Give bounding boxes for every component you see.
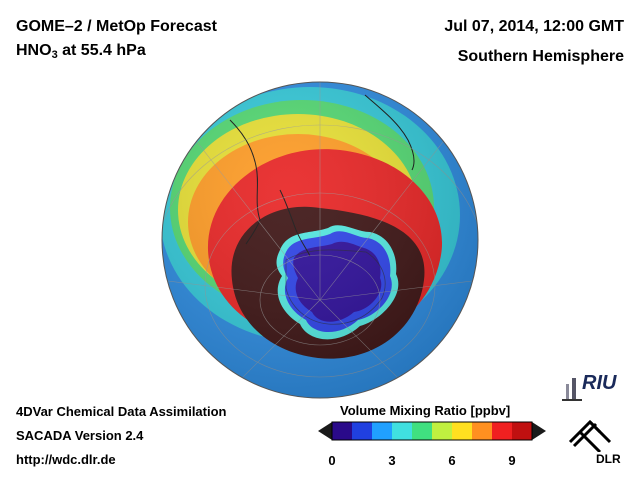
colorbar-high-arrow: [532, 422, 546, 440]
forecast-datetime: Jul 07, 2014, 12:00 GMT: [444, 18, 624, 35]
colorbar-cell: [332, 422, 353, 440]
dlr-logo-text: DLR: [596, 452, 621, 466]
colorbar-cell: [512, 422, 533, 440]
colorbar-tick-3: 3: [388, 453, 396, 468]
colorbar-cell: [492, 422, 513, 440]
colorbar-cell: [432, 422, 453, 440]
colorbar-cell: [472, 422, 493, 440]
colorbar-cell: [392, 422, 413, 440]
colorbar-tick-6: 6: [448, 453, 456, 468]
colorbar-cell: [452, 422, 473, 440]
version-label: SACADA Version 2.4: [16, 428, 144, 443]
colorbar-cell: [352, 422, 373, 440]
colorbar-low-arrow: [318, 422, 332, 440]
colorbar-cell: [372, 422, 393, 440]
product-title: GOME–2 / MetOp Forecast: [16, 18, 217, 35]
hemisphere-label: Southern Hemisphere: [457, 48, 624, 65]
colorbar-cells: [332, 422, 533, 440]
riu-logo-text: RIU: [582, 372, 617, 394]
southern-hemisphere-globe: [161, 81, 479, 399]
species-level-title: HNO3 at 55.4 hPa: [16, 42, 146, 61]
colorbar-cell: [412, 422, 433, 440]
method-label: 4DVar Chemical Data Assimilation: [16, 404, 227, 419]
globe-outline: [161, 81, 479, 399]
website-link[interactable]: http://wdc.dlr.de: [16, 452, 116, 467]
colorbar-title: Volume Mixing Ratio [ppbv]: [340, 403, 511, 418]
colorbar-tick-9: 9: [508, 453, 516, 468]
dlr-logo-icon: [568, 419, 612, 452]
colorbar: [318, 421, 546, 441]
riu-logo-icon: [562, 378, 582, 401]
colorbar-tick-0: 0: [328, 453, 336, 468]
